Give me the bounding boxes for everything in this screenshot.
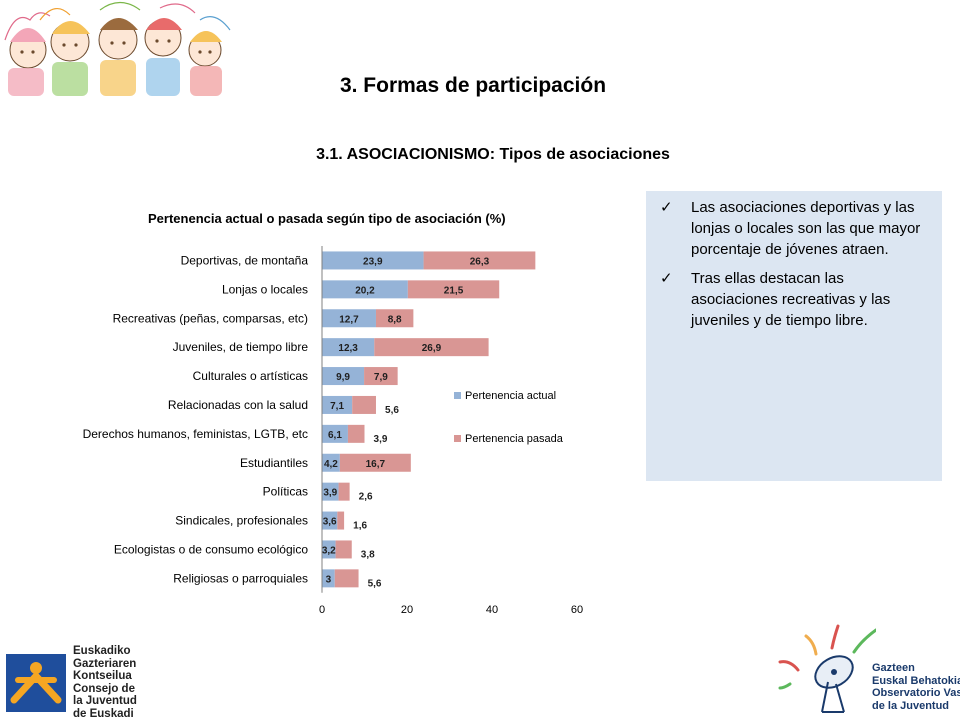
data-label-past: 5,6 — [385, 405, 399, 416]
data-label-past: 5,6 — [368, 578, 382, 589]
bar-past — [352, 395, 376, 414]
bar-past — [374, 338, 489, 357]
x-tick-label: 60 — [571, 604, 583, 616]
section-subtitle: 3.1. ASOCIACIONISMO: Tipos de asociacion… — [316, 146, 670, 163]
data-label-past: 3,8 — [361, 549, 375, 560]
bar-past — [338, 482, 350, 501]
observatory-logo-icon — [778, 624, 876, 713]
bar-past — [375, 309, 414, 328]
category-label: Deportivas, de montaña — [181, 253, 309, 267]
note-item: ✓ Tras ellas destacan las asociaciones r… — [660, 268, 928, 331]
bar-past — [347, 424, 365, 443]
category-label: Políticas — [263, 485, 308, 499]
bar-past — [339, 453, 411, 472]
data-label-actual: 12,7 — [339, 314, 359, 325]
bar-actual — [322, 540, 336, 559]
data-label-actual: 9,9 — [336, 372, 350, 383]
egk-logo-icon — [6, 654, 66, 712]
note-item: ✓ Las asociaciones deportivas y las lonj… — [660, 197, 928, 260]
x-tick-labels: 0 20 40 60 — [319, 604, 583, 616]
category-labels: Deportivas, de montaña Lonjas o locales Re… — [83, 253, 309, 585]
legend-label: Pertenencia actual — [465, 390, 556, 402]
egk-logo-text: Euskadiko Gazteriaren Kontseilua Consejo… — [73, 645, 137, 720]
data-label-actual: 12,3 — [338, 343, 358, 354]
data-label-past: 26,9 — [422, 343, 442, 354]
bar-past — [335, 540, 352, 559]
data-label-past: 3,9 — [374, 434, 388, 445]
category-label: Estudiantiles — [240, 456, 308, 470]
data-label-past: 7,9 — [374, 372, 388, 383]
legend-swatch — [454, 435, 461, 442]
data-label-actual: 3,9 — [323, 488, 337, 499]
category-label: Ecologistas o de consumo ecológico — [114, 542, 308, 556]
checkmark-icon: ✓ — [660, 199, 673, 216]
x-tick-label: 0 — [319, 604, 325, 616]
category-label: Religiosas o parroquiales — [173, 571, 308, 585]
bar-actual — [322, 280, 408, 299]
bar-actual — [322, 251, 424, 270]
notes-panel: ✓ Las asociaciones deportivas y las lonj… — [646, 191, 942, 481]
data-label-actual: 3,6 — [323, 517, 337, 528]
category-label: Relacionadas con la salud — [168, 398, 308, 412]
data-label-past: 2,6 — [359, 492, 373, 503]
bar-actual — [322, 338, 375, 357]
note-text: Las asociaciones deportivas y las lonjas… — [691, 199, 921, 258]
data-label-past: 8,8 — [388, 314, 402, 325]
page-title: 3. Formas de participación — [339, 74, 607, 97]
data-label-actual: 4,2 — [324, 459, 338, 470]
bar-past — [337, 511, 345, 530]
category-label: Recreativas (peñas, comparsas, etc) — [113, 311, 308, 325]
stacked-bar-chart: Deportivas, de montaña Lonjas o locales Re… — [83, 246, 583, 616]
bar-actual — [322, 569, 335, 588]
bar-actual — [322, 453, 340, 472]
checkmark-icon: ✓ — [660, 270, 673, 287]
data-label-past: 16,7 — [366, 459, 386, 470]
bar-actual — [322, 395, 353, 414]
children-illustration — [4, 1, 231, 96]
bar-actual — [322, 511, 338, 530]
category-label: Sindicales, profesionales — [175, 514, 308, 528]
legend-swatch — [454, 392, 461, 399]
bar-past — [364, 367, 398, 386]
data-label-actual: 3 — [326, 574, 332, 585]
legend-label: Pertenencia pasada — [465, 433, 564, 445]
legend: Pertenencia actual Pertenencia pasada — [454, 390, 564, 445]
category-label: Juveniles, de tiempo libre — [173, 340, 309, 354]
data-label-actual: 20,2 — [355, 285, 375, 296]
data-label-actual: 3,2 — [322, 545, 336, 556]
chart-title: Pertenencia actual o pasada según tipo d… — [148, 211, 506, 226]
x-tick-label: 40 — [486, 604, 498, 616]
observatory-logo-text: Gazteen Euskal Behatokia Observatorio Va… — [872, 662, 960, 712]
bar-actual — [322, 367, 365, 386]
data-label-past: 21,5 — [444, 285, 464, 296]
category-label: Derechos humanos, feministas, LGTB, etc — [83, 427, 308, 441]
bar-actual — [322, 309, 376, 328]
data-label-actual: 23,9 — [363, 256, 383, 267]
bar-past — [407, 280, 500, 299]
bar-value-labels: 23,9 26,3 20,2 21,5 12,7 8,8 12,3 26,9 9,9 7,9 7,1… — [322, 256, 490, 589]
bar-actual — [322, 482, 339, 501]
category-label: Lonjas o locales — [222, 282, 308, 296]
note-text: Tras ellas destacan las asociaciones rec… — [691, 270, 891, 329]
data-label-actual: 6,1 — [328, 430, 342, 441]
x-tick-label: 20 — [401, 604, 413, 616]
bars — [322, 251, 536, 588]
bar-past — [423, 251, 536, 270]
bar-actual — [322, 424, 348, 443]
data-label-past: 26,3 — [470, 256, 490, 267]
bar-past — [334, 569, 359, 588]
data-label-actual: 7,1 — [330, 401, 344, 412]
data-label-past: 1,6 — [353, 521, 367, 532]
category-label: Culturales o artísticas — [193, 369, 308, 383]
